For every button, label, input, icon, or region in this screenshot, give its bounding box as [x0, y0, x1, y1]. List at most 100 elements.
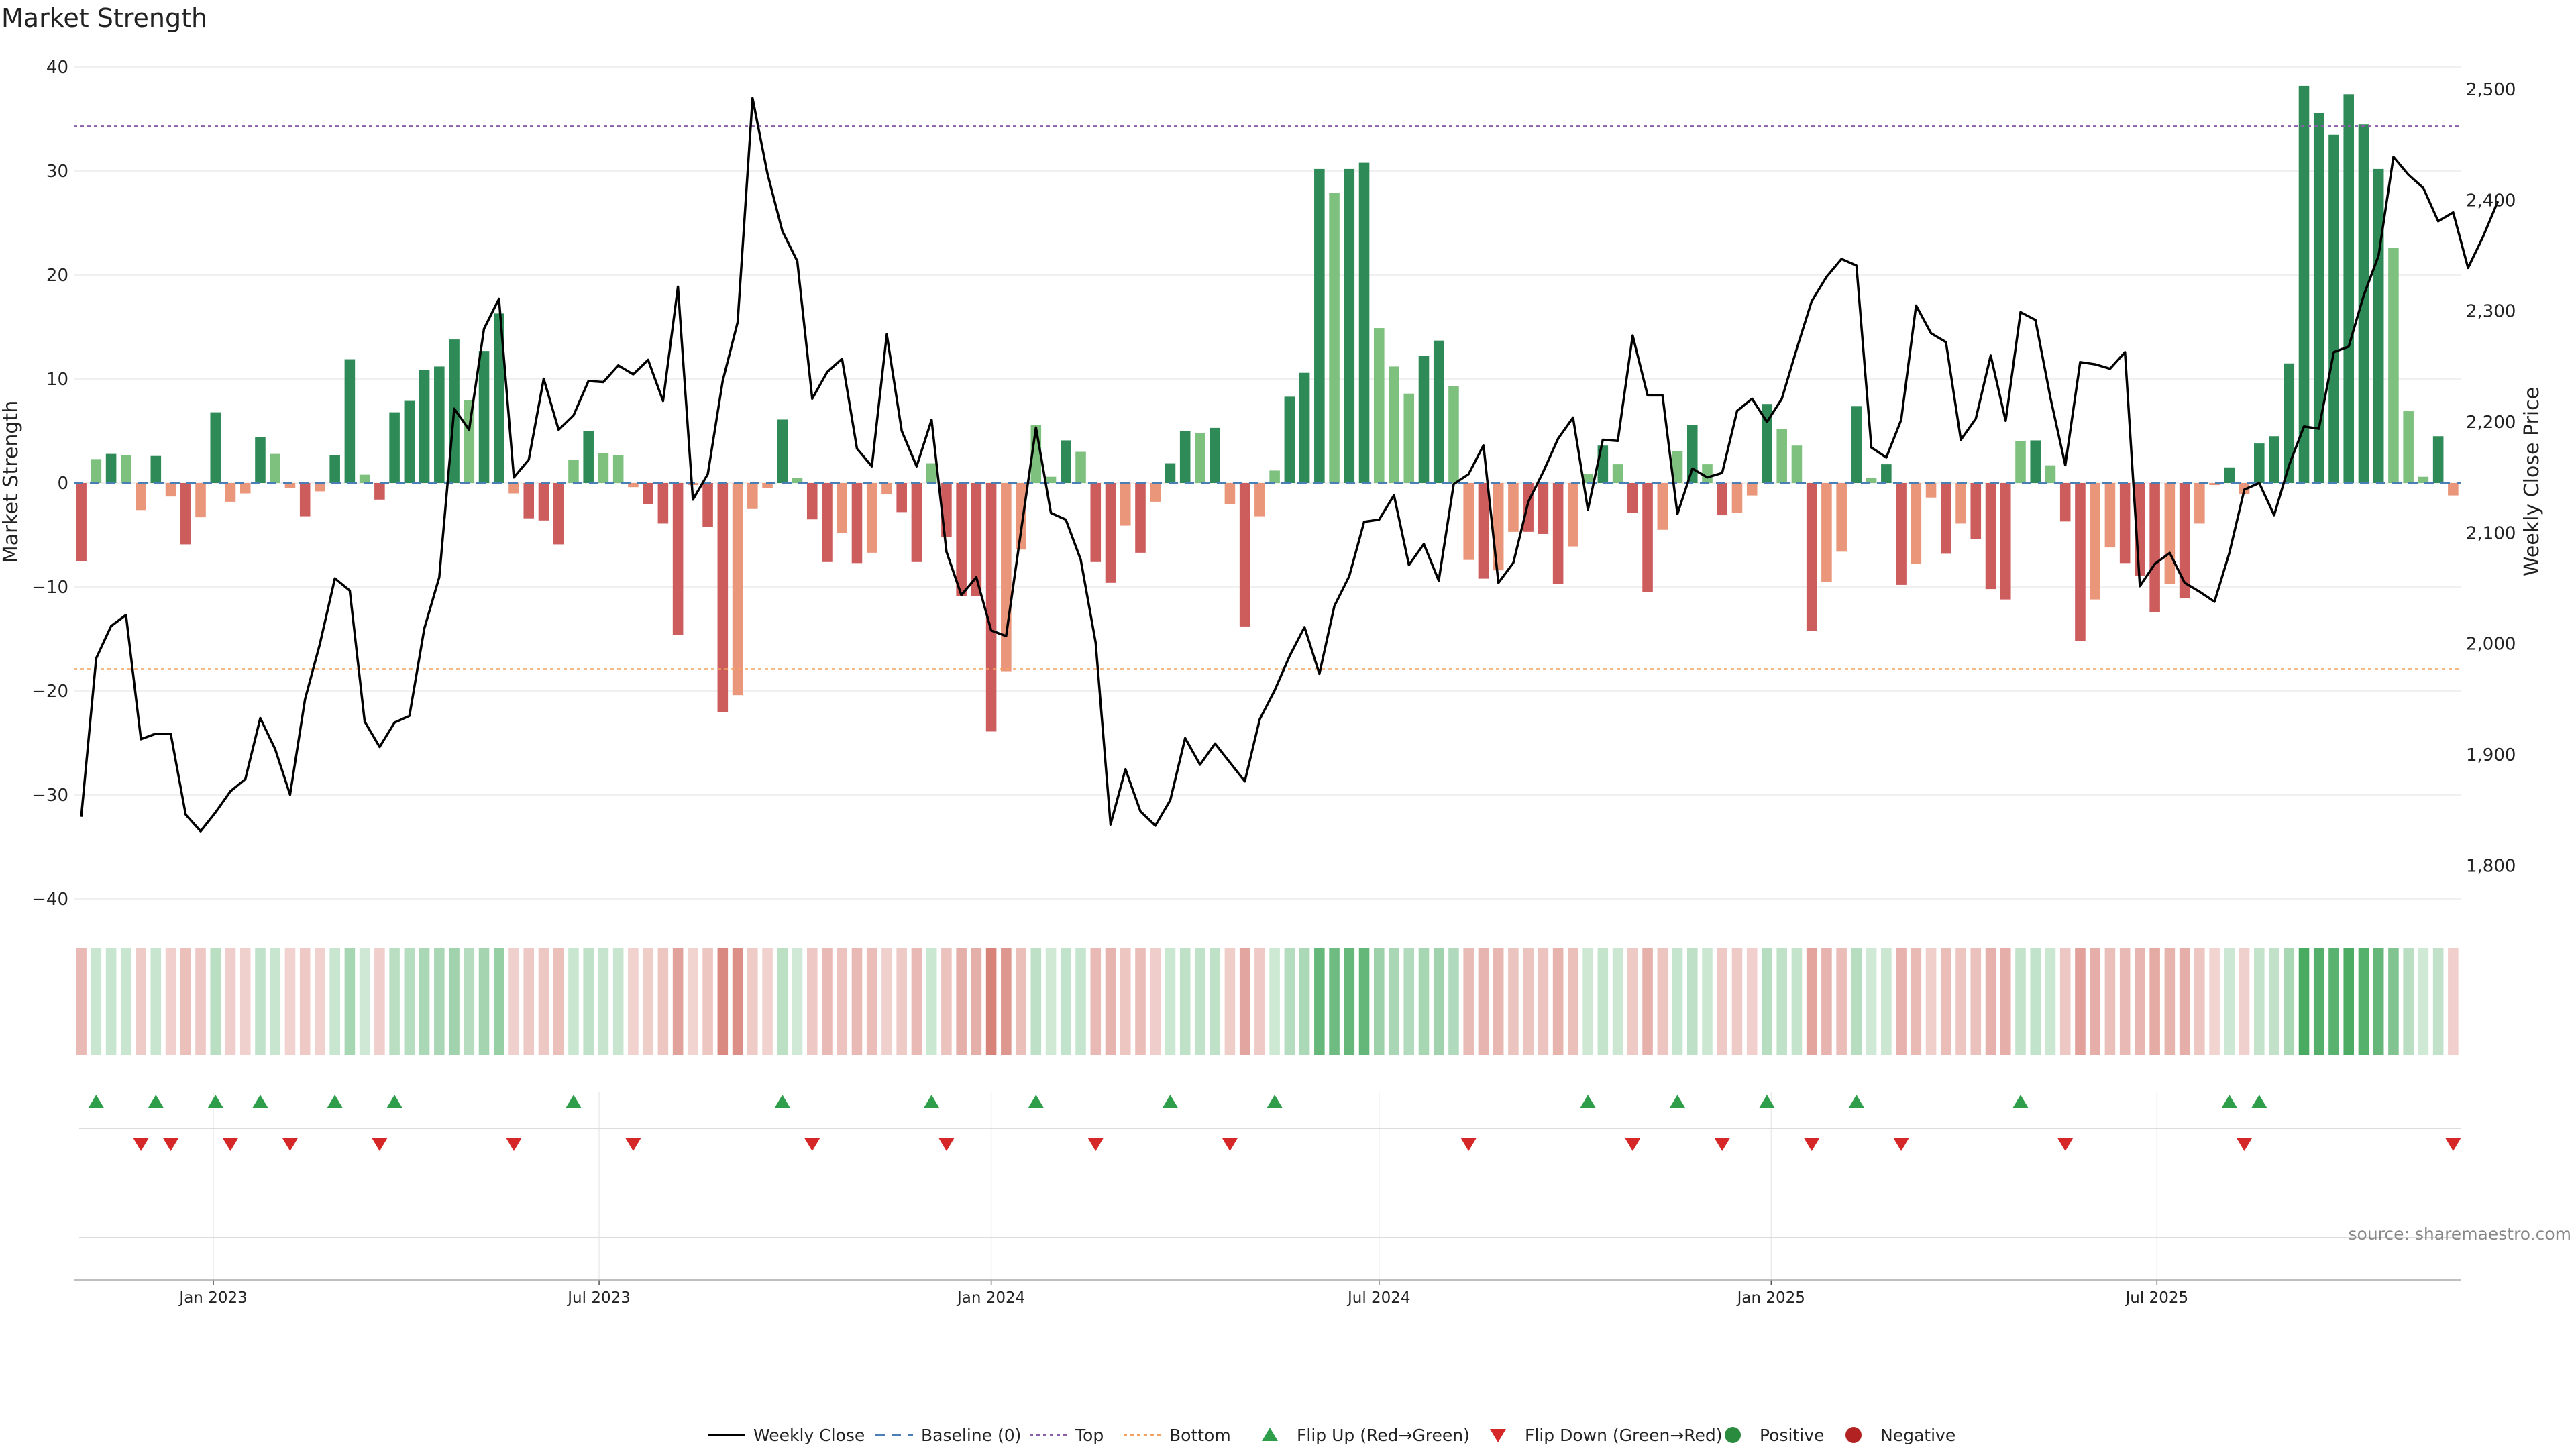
strength-bar: [822, 483, 833, 562]
heat-cell: [2059, 948, 2071, 1055]
strength-bar: [702, 483, 713, 527]
heat-cell: [732, 948, 743, 1055]
heat-cell: [777, 948, 788, 1055]
strength-bar: [344, 359, 356, 483]
strength-bar: [150, 455, 162, 483]
strength-bar: [2403, 411, 2414, 483]
flip-down-marker: [162, 1138, 179, 1151]
strength-bar: [553, 483, 564, 545]
strength-bar: [1075, 451, 1086, 483]
heat-cell: [2403, 948, 2414, 1055]
strength-bar: [2000, 483, 2011, 600]
heat-cell: [1881, 948, 1892, 1055]
strength-bar: [1985, 483, 1996, 590]
heat-cell: [2090, 948, 2100, 1055]
heat-cell: [1344, 948, 1355, 1055]
strength-bar: [1731, 483, 1743, 513]
y-tick-label: −30: [32, 786, 68, 806]
heat-cell: [2209, 948, 2220, 1055]
strength-bar: [747, 483, 758, 509]
heat-cell: [1762, 948, 1772, 1055]
flip-up-marker: [1267, 1095, 1283, 1108]
strength-bar: [404, 400, 415, 483]
heat-cell: [2358, 948, 2369, 1055]
heat-cell: [1195, 948, 1205, 1055]
heat-cell: [1941, 948, 1951, 1055]
strength-bar: [2418, 476, 2429, 483]
heat-cell: [1269, 948, 1280, 1055]
x-tick-label: Jul 2025: [2125, 1289, 2189, 1307]
strength-bar: [1165, 463, 1176, 483]
flip-down-marker: [371, 1138, 388, 1151]
strength-bar: [1105, 483, 1116, 583]
flip-up-marker: [148, 1095, 164, 1108]
heat-cell: [538, 948, 549, 1055]
heat-cell: [1657, 948, 1668, 1055]
flip-down-marker: [2236, 1138, 2253, 1151]
legend: Weekly Close Baseline (0) Top Bottom Flip Up…: [708, 1426, 1955, 1445]
strength-bar: [2194, 483, 2205, 524]
heat-cell: [1030, 948, 1042, 1055]
strength-bar: [329, 455, 340, 483]
legend-label: Positive: [1760, 1426, 1824, 1445]
heat-cell: [1911, 948, 1922, 1055]
flip-up-marker: [2012, 1095, 2029, 1108]
x-tick-label: Jul 2024: [1346, 1289, 1411, 1307]
strength-bar: [732, 483, 743, 696]
heat-cell: [91, 948, 102, 1055]
heat-cell: [1135, 948, 1146, 1055]
strength-bar: [2328, 134, 2339, 483]
flip-up-marker: [2251, 1095, 2267, 1108]
heat-cell: [1433, 948, 1444, 1055]
strength-bar: [762, 483, 773, 488]
strength-bar: [315, 483, 325, 492]
flip-up-marker: [207, 1095, 224, 1108]
heat-cell: [464, 948, 475, 1055]
strength-bar: [2045, 465, 2056, 483]
strength-bar: [2015, 441, 2026, 483]
heat-cell: [2388, 948, 2399, 1055]
heat-cell: [1358, 948, 1370, 1055]
heat-cell: [1373, 948, 1385, 1055]
x-tick-label: Jan 2025: [1736, 1289, 1805, 1307]
heat-cell: [2194, 948, 2205, 1055]
heat-cell: [717, 948, 729, 1055]
heat-cell: [255, 948, 266, 1055]
strength-bar: [1642, 483, 1653, 592]
strength-bar: [2313, 113, 2324, 483]
y-tick-label: −20: [32, 682, 68, 702]
strength-bar: [1702, 464, 1713, 483]
heat-cell: [1090, 948, 1102, 1055]
strength-bar: [583, 431, 594, 483]
heat-cell: [628, 948, 639, 1055]
heat-cell: [1791, 948, 1803, 1055]
heat-cell: [2045, 948, 2056, 1055]
heat-cell: [1672, 948, 1683, 1055]
heat-cell: [881, 948, 892, 1055]
heat-cell: [1836, 948, 1847, 1055]
heat-cell: [1448, 948, 1459, 1055]
heat-cell: [792, 948, 803, 1055]
heat-cell: [165, 948, 176, 1055]
x-tick-label: Jan 2024: [956, 1289, 1025, 1307]
strength-bar: [2373, 168, 2384, 483]
strength-bar: [2059, 483, 2071, 522]
strength-bar: [1001, 483, 1012, 672]
heat-cell: [419, 948, 430, 1055]
strength-bar: [1746, 483, 1758, 496]
heat-cell: [2104, 948, 2116, 1055]
strength-bar: [1791, 445, 1803, 483]
flip-down-marker: [1222, 1138, 1238, 1151]
heat-cell: [1150, 948, 1161, 1055]
flip-down-marker: [506, 1138, 523, 1151]
y2-axis-label: Weekly Close Price: [2520, 387, 2544, 576]
heat-cell: [2015, 948, 2026, 1055]
heat-cell: [1478, 948, 1489, 1055]
heat-cell: [1955, 948, 1966, 1055]
strength-bar: [299, 483, 311, 517]
strength-bar: [493, 313, 504, 483]
heat-cell: [1075, 948, 1086, 1055]
strength-bar: [180, 483, 191, 545]
heat-cell: [2269, 948, 2279, 1055]
weekly-close-path: [80, 97, 2500, 833]
